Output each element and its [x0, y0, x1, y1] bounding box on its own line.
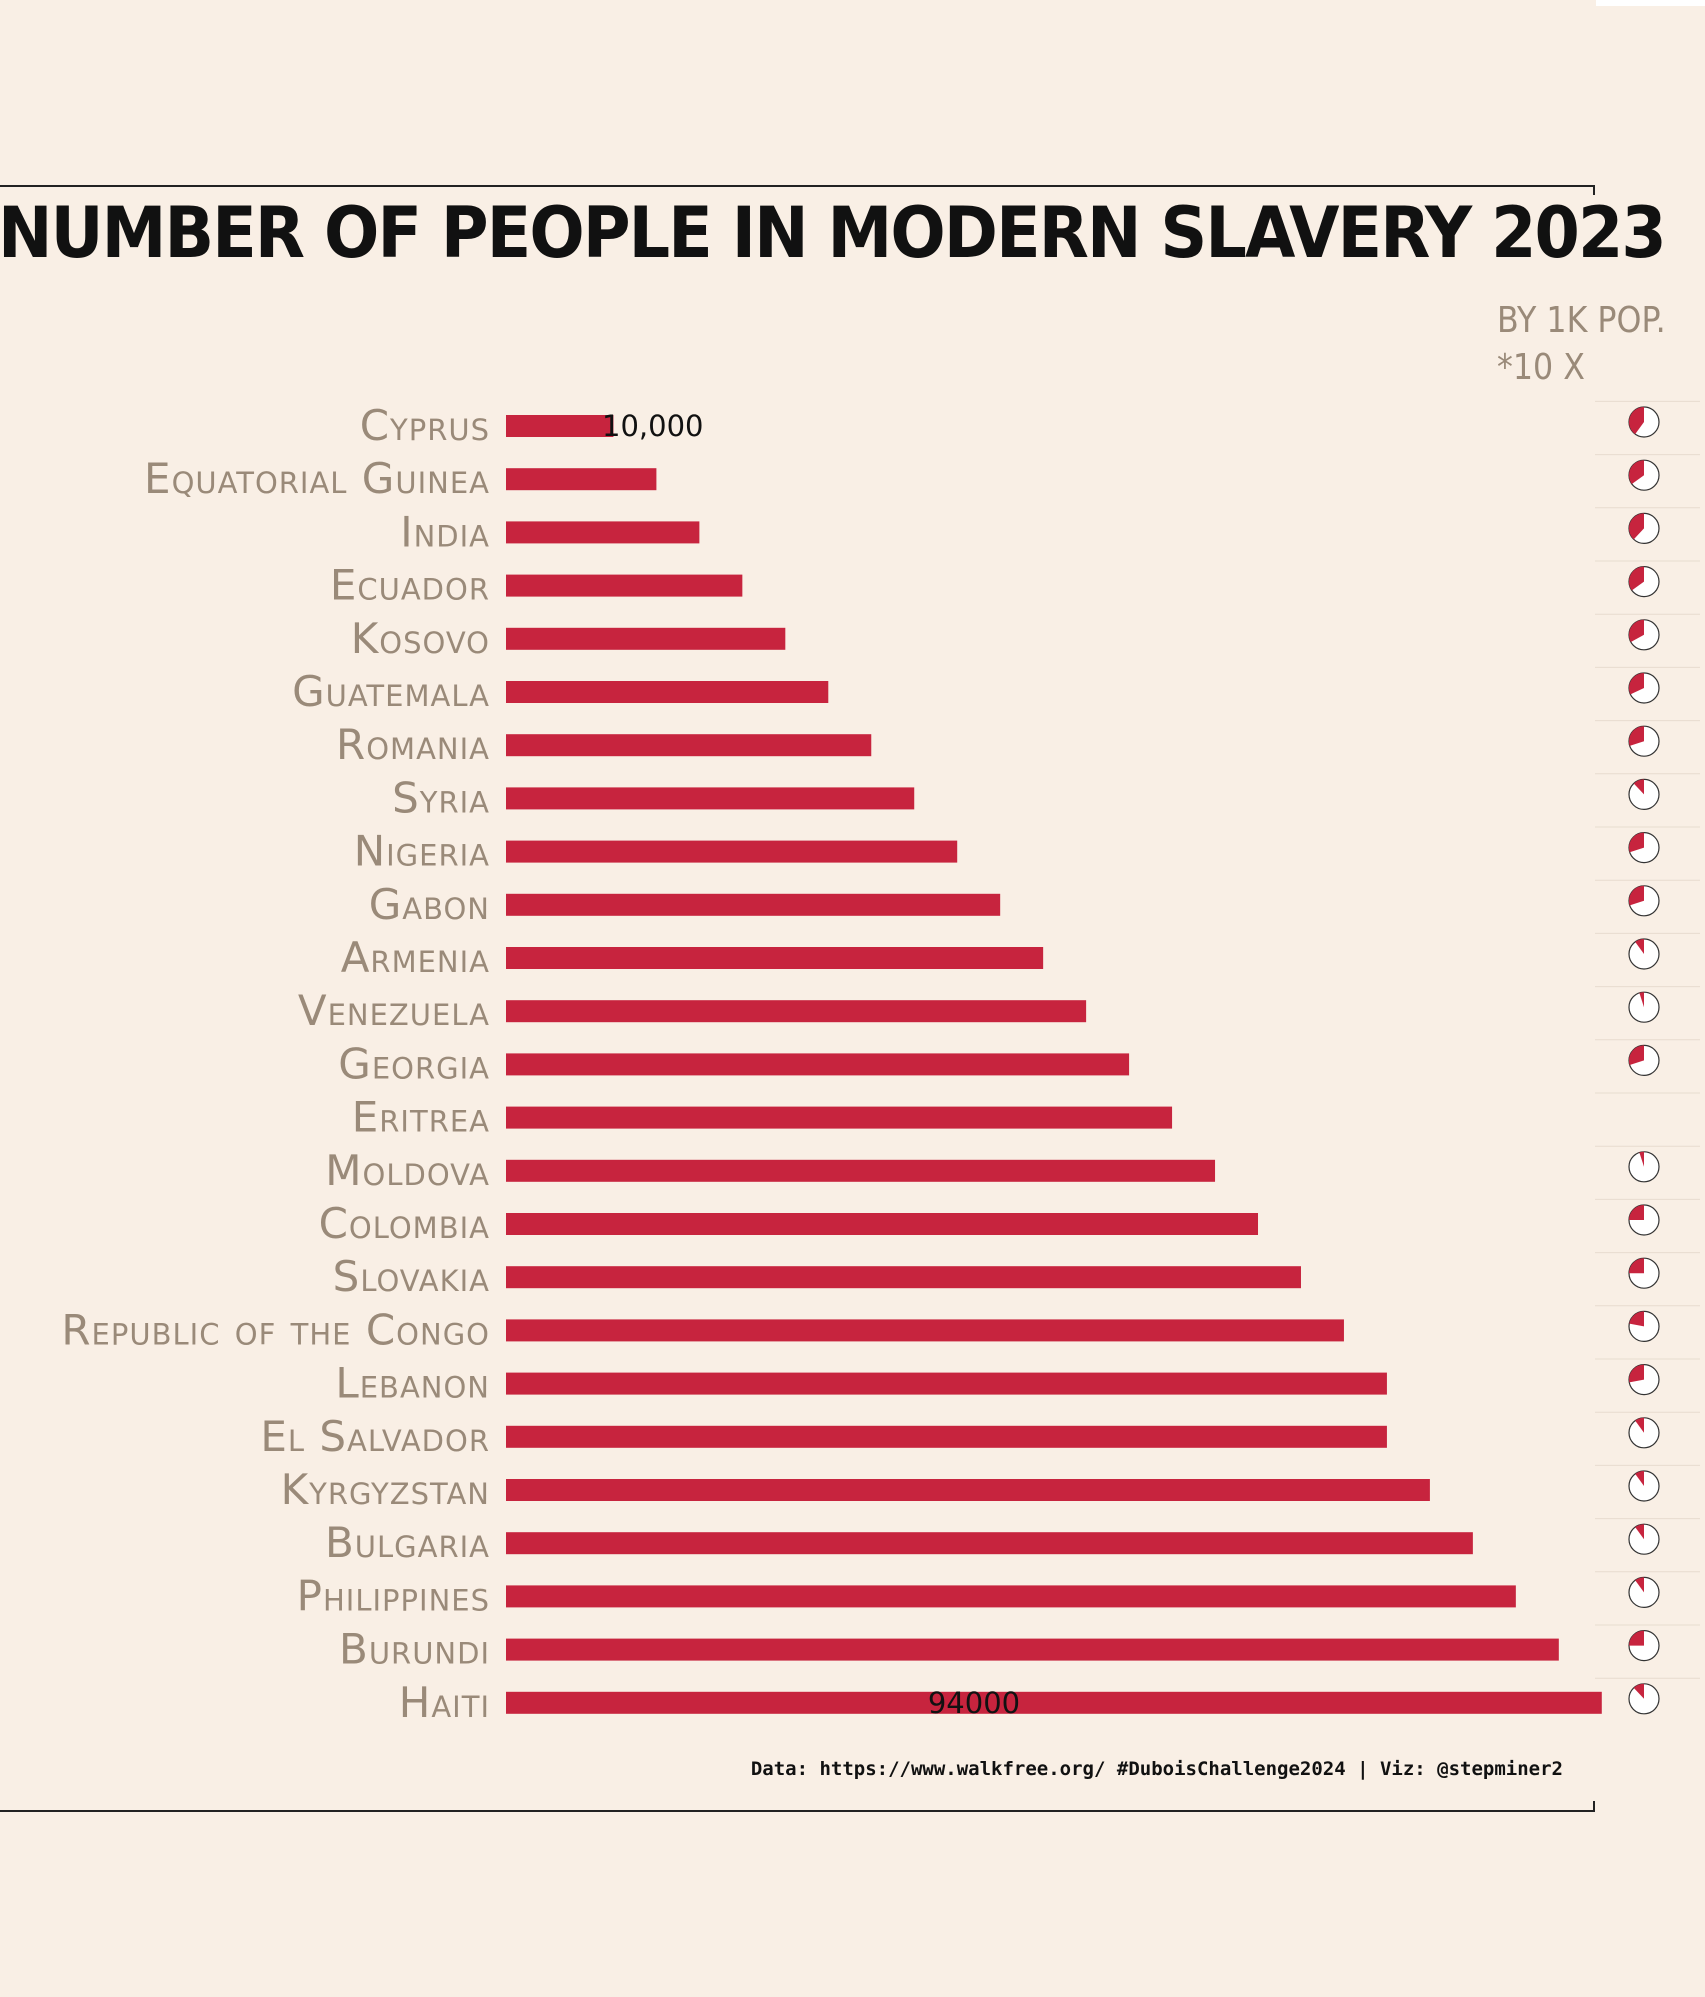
category-label-ecuador: Ecuador	[330, 561, 490, 610]
category-label-moldova: Moldova	[325, 1146, 490, 1195]
bar-el-salvador	[506, 1425, 1387, 1448]
bar-nigeria	[506, 840, 958, 863]
bar-haiti	[506, 1691, 1602, 1714]
category-label-burundi: Burundi	[339, 1625, 490, 1674]
pie-slice-republic-of-the-congo	[1629, 1311, 1644, 1327]
bar-equatorial-guinea	[506, 468, 657, 491]
category-label-cyprus: Cyprus	[360, 401, 490, 450]
category-label-philippines: Philippines	[297, 1571, 490, 1620]
pie-slice-moldova	[1639, 1151, 1644, 1167]
category-label-colombia: Colombia	[319, 1199, 490, 1248]
category-label-equatorial-guinea: Equatorial Guinea	[144, 454, 490, 503]
pie-slice-el-salvador	[1635, 1417, 1644, 1433]
bar-ecuador	[506, 574, 743, 597]
bar-moldova	[506, 1159, 1216, 1182]
pie-slice-armenia	[1635, 939, 1644, 954]
category-label-guatemala: Guatemala	[292, 667, 490, 716]
category-label-kosovo: Kosovo	[351, 614, 490, 663]
category-label-haiti: Haiti	[399, 1678, 490, 1727]
bar-philippines	[506, 1585, 1516, 1608]
bar-republic-of-the-congo	[506, 1319, 1344, 1342]
bar-romania	[506, 734, 872, 757]
pie-slice-syria	[1633, 779, 1644, 795]
pie-slice-ecuador	[1629, 566, 1644, 591]
category-label-el-salvador: El Salvador	[260, 1412, 490, 1461]
bar-slovakia	[506, 1266, 1301, 1289]
category-label-slovakia: Slovakia	[333, 1252, 490, 1301]
category-label-india: India	[400, 507, 490, 556]
category-label-eritrea: Eritrea	[352, 1093, 490, 1142]
category-label-nigeria: Nigeria	[354, 827, 490, 876]
bottom-rule	[0, 1810, 1595, 1812]
bar-kosovo	[506, 627, 786, 650]
category-label-gabon: Gabon	[369, 880, 490, 929]
pie-slice-venezuela	[1639, 992, 1644, 1008]
bar-colombia	[506, 1213, 1259, 1235]
bar-burundi	[506, 1638, 1559, 1661]
bar-kyrgyzstan	[506, 1479, 1430, 1501]
pie-slice-philippines	[1635, 1577, 1644, 1593]
category-label-lebanon: Lebanon	[335, 1359, 490, 1408]
bar-bulgaria	[506, 1532, 1473, 1555]
pie-slice-bulgaria	[1635, 1524, 1644, 1540]
chart-title: NUMBER OF PEOPLE IN MODERN SLAVERY 2023	[0, 192, 1667, 274]
bar-venezuela	[506, 1000, 1087, 1023]
category-label-syria: Syria	[392, 773, 490, 822]
data-label-haiti: 94000	[928, 1686, 1020, 1720]
pie-slice-equatorial-guinea	[1629, 460, 1644, 485]
bar-lebanon	[506, 1372, 1387, 1395]
pie-slice-romania	[1629, 726, 1644, 746]
pie-slice-guatemala	[1629, 673, 1644, 695]
bar-eritrea	[506, 1106, 1173, 1129]
pie-slice-colombia	[1629, 1205, 1644, 1220]
category-label-kyrgyzstan: Kyrgyzstan	[281, 1465, 490, 1514]
pie-slice-georgia	[1629, 1045, 1644, 1066]
bar-india	[506, 521, 700, 544]
bar-guatemala	[506, 681, 829, 703]
pie-slice-cyprus	[1629, 407, 1644, 435]
category-label-republic-of-the-congo: Republic of the Congo	[61, 1305, 490, 1354]
source-credit: Data: https://www.walkfree.org/ #DuboisC…	[750, 1758, 1563, 1780]
category-label-armenia: Armenia	[341, 933, 490, 982]
bar-gabon	[506, 893, 1001, 916]
corner-patch	[1596, 0, 1705, 6]
pie-slice-india	[1629, 513, 1644, 540]
pie-slice-nigeria	[1629, 832, 1644, 853]
pie-slice-lebanon	[1629, 1364, 1644, 1383]
pie-slice-haiti	[1633, 1683, 1644, 1699]
category-label-romania: Romania	[336, 720, 490, 769]
pie-slice-kosovo	[1628, 619, 1644, 643]
bar-cyprus	[506, 415, 614, 437]
bottom-rule-tick	[1593, 1801, 1595, 1811]
pie-legend-scale: *10 X	[1497, 347, 1585, 388]
pie-slice-burundi	[1629, 1630, 1644, 1646]
bar-syria	[506, 787, 915, 810]
pie-slice-slovakia	[1629, 1258, 1644, 1274]
pie-legend-title: BY 1K POP.	[1497, 300, 1666, 341]
data-label-cyprus: 10,000	[602, 409, 703, 443]
category-label-georgia: Georgia	[338, 1039, 490, 1088]
pie-slice-kyrgyzstan	[1635, 1471, 1644, 1486]
top-rule	[0, 185, 1595, 187]
category-label-venezuela: Venezuela	[298, 986, 490, 1035]
bar-armenia	[506, 947, 1044, 969]
top-rule-tick	[1593, 185, 1595, 195]
bar-georgia	[506, 1053, 1130, 1076]
category-label-bulgaria: Bulgaria	[325, 1518, 490, 1567]
pie-slice-gabon	[1629, 885, 1644, 906]
